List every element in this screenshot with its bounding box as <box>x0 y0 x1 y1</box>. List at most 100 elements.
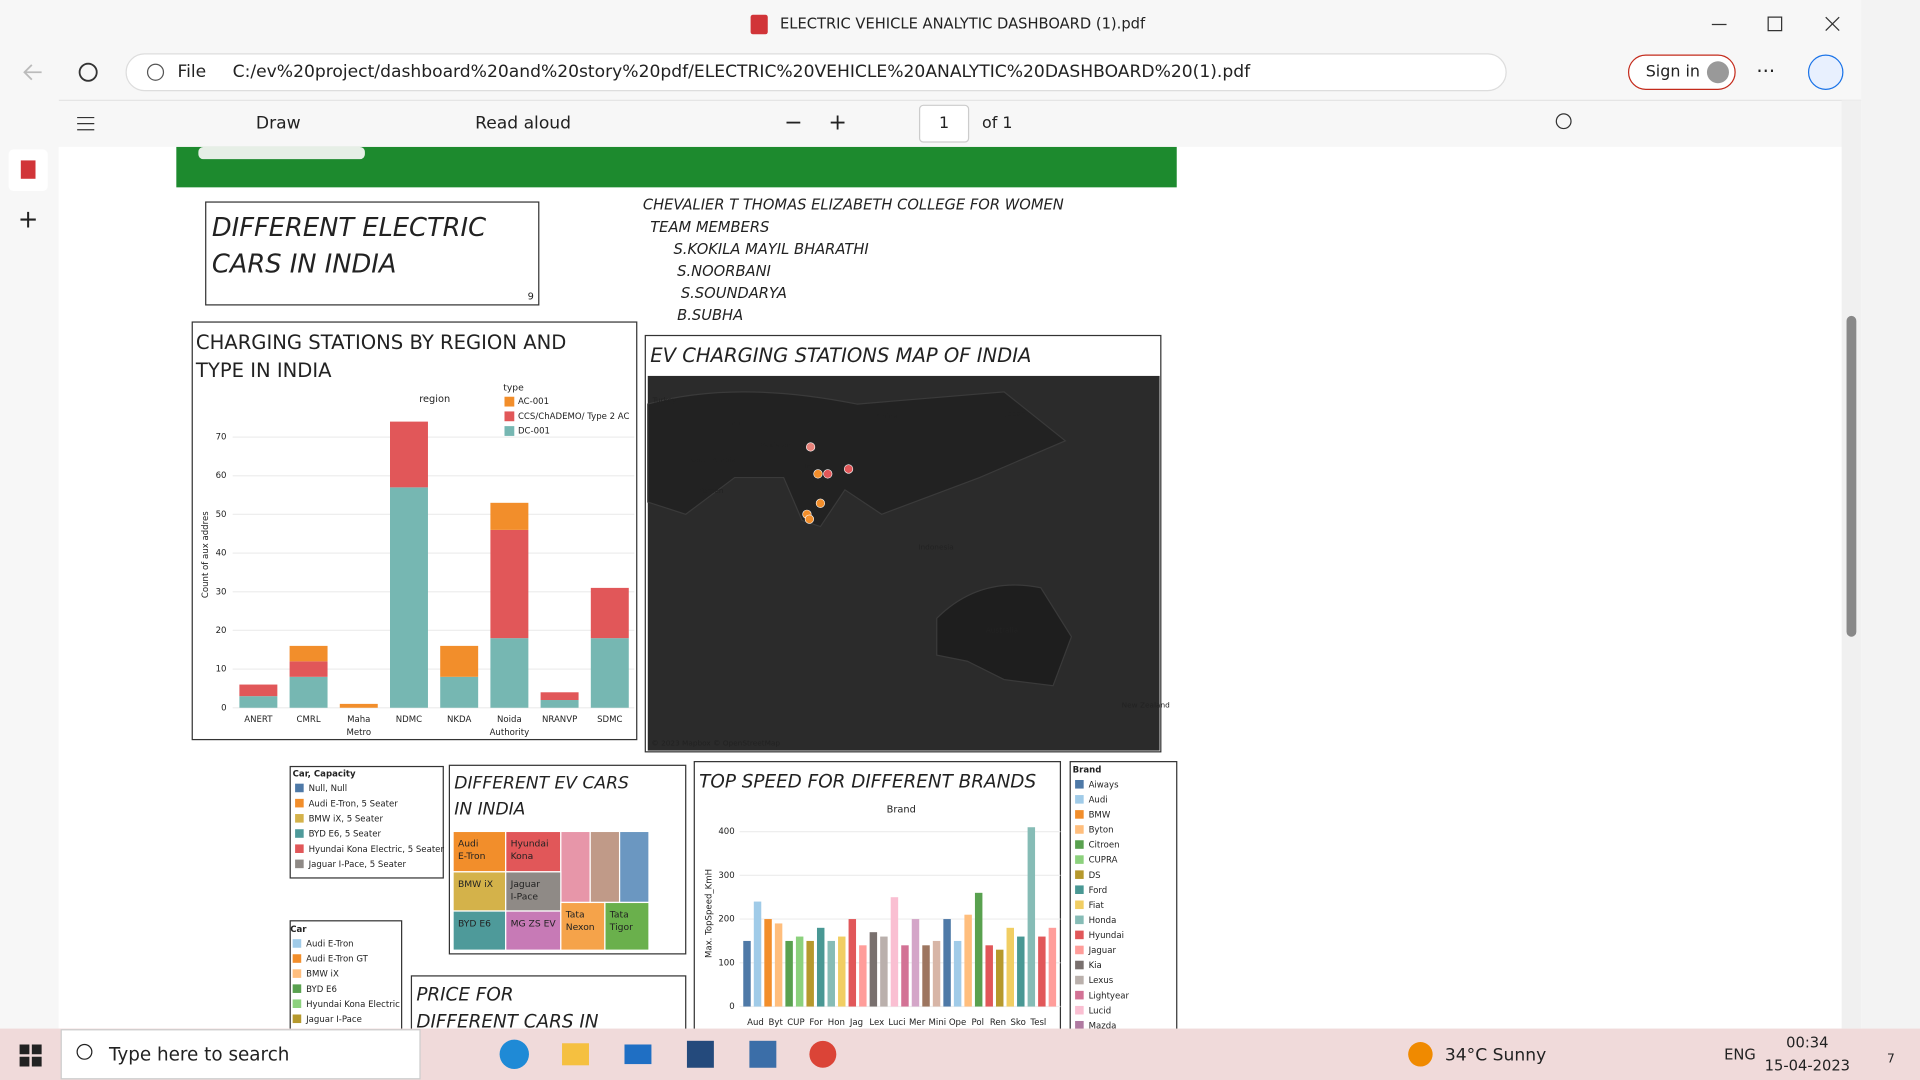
bar-segment <box>590 638 629 708</box>
legend-swatch <box>1075 990 1084 1000</box>
legend-label: Null, Null <box>309 784 348 794</box>
bar <box>985 945 993 1007</box>
college-line: B.SUBHA <box>677 307 743 324</box>
treemap-cell <box>618 830 650 904</box>
app-icon[interactable] <box>749 1040 777 1068</box>
clock-time: 00:34 <box>1786 1034 1828 1051</box>
page-input[interactable] <box>918 104 970 143</box>
legend-swatch <box>292 939 302 948</box>
map-label: Australia <box>986 626 1018 635</box>
legend-swatch <box>1075 870 1084 879</box>
bar <box>932 940 941 1007</box>
bar-segment <box>490 529 529 639</box>
legend-label: DC-001 <box>518 427 550 437</box>
map-title: EV CHARGING STATIONS MAP OF INDIA <box>650 344 1031 367</box>
legend-swatch <box>292 999 302 1008</box>
right-pane <box>1861 0 1920 1029</box>
chrome-icon[interactable] <box>809 1040 837 1068</box>
window-title: ELECTRIC VEHICLE ANALYTIC DASHBOARD (1).… <box>780 15 1146 32</box>
bar <box>848 919 857 1007</box>
search-box[interactable] <box>60 1029 421 1080</box>
map-credit: © 2023 Mapbox © OpenStreetMap <box>651 738 780 747</box>
url: C:/ev%20project/dashboard%20and%20story%… <box>233 62 1251 82</box>
back-button[interactable] <box>23 64 42 81</box>
map-label: Pakistan <box>760 441 791 450</box>
station-dot <box>804 514 814 524</box>
station-dot <box>843 464 854 474</box>
legend-swatch <box>295 844 304 853</box>
speed-x-header: Brand <box>887 804 916 815</box>
bar <box>774 923 783 1007</box>
weather-icon <box>1408 1042 1433 1067</box>
read-aloud-label[interactable]: Read aloud <box>475 114 571 134</box>
draw-label[interactable]: Draw <box>256 114 301 134</box>
legend-label: BMW iX <box>306 970 339 980</box>
address-bar[interactable] <box>125 53 1507 92</box>
legend-swatch <box>1075 975 1084 985</box>
speed-title: TOP SPEED FOR DIFFERENT BRANDS <box>699 771 1036 792</box>
zoom-in[interactable]: + <box>828 111 846 136</box>
legend-swatch <box>1075 855 1084 864</box>
edge-icon[interactable] <box>499 1039 529 1069</box>
x-tick-label: CUP <box>787 1018 804 1028</box>
x-tick-label: Jag <box>849 1018 863 1028</box>
price-panel <box>410 975 687 1038</box>
bar <box>880 936 888 1007</box>
bar <box>1017 936 1025 1007</box>
bar <box>806 940 814 1007</box>
bing-button[interactable] <box>1807 54 1844 90</box>
menu-dots[interactable]: ··· <box>1756 60 1775 83</box>
mail-icon[interactable] <box>624 1044 652 1065</box>
bar <box>827 940 835 1007</box>
bar-segment <box>289 676 328 708</box>
college-line: S.KOKILA MAYIL BHARATHI <box>673 241 868 258</box>
college-line: S.NOORBANI <box>677 263 771 280</box>
legend-swatch <box>1075 930 1084 940</box>
legend-swatch <box>1075 945 1084 955</box>
bar <box>890 897 899 1007</box>
legend-label: Honda <box>1089 916 1117 926</box>
window-controls[interactable] <box>1711 16 1840 32</box>
bar <box>859 945 867 1007</box>
bar-segment <box>239 696 278 708</box>
start-button[interactable] <box>19 1044 42 1067</box>
treemap-label: BYD E6 <box>458 918 491 929</box>
map-label: Saudi Arabia <box>689 455 735 464</box>
explorer-icon[interactable] <box>562 1043 589 1066</box>
legend-label: BYD E6, 5 Seater <box>309 830 382 840</box>
y-tick-label: 200 <box>718 915 734 925</box>
legend-swatch <box>1075 795 1084 804</box>
legend-label: BMW iX, 5 Seater <box>309 814 384 824</box>
new-tab[interactable]: + <box>18 204 39 233</box>
weather: 34°C Sunny <box>1445 1046 1546 1066</box>
legend-title: Brand <box>1073 766 1102 776</box>
bar <box>1006 927 1014 1007</box>
bar <box>943 919 951 1007</box>
bar-segment <box>289 661 328 677</box>
notification-count[interactable]: 7 <box>1887 1052 1895 1066</box>
sign-in-button[interactable] <box>1627 54 1736 90</box>
legend-swatch <box>1075 810 1084 819</box>
y-tick-label: 50 <box>216 510 227 520</box>
map-label: India <box>804 462 822 471</box>
refresh-button[interactable] <box>78 62 98 82</box>
search-button[interactable] <box>1555 113 1572 130</box>
car-legend-panel <box>289 920 403 1032</box>
x-tick-label: Ope <box>949 1018 966 1028</box>
contents-button[interactable] <box>77 116 95 131</box>
scroll-thumb[interactable] <box>1846 315 1857 637</box>
legend-label: Hyundai <box>1089 931 1124 941</box>
y-tick-label: 60 <box>216 471 227 481</box>
bar-segment <box>490 638 529 708</box>
bar-segment <box>390 487 428 708</box>
sidebar <box>0 100 59 1029</box>
legend-swatch <box>295 798 304 808</box>
y-tick-label: 100 <box>718 958 734 968</box>
treemap-cell <box>505 830 562 873</box>
zoom-out[interactable]: − <box>784 111 802 136</box>
stations-title: CHARGING STATIONS BY REGION AND TYPE IN I… <box>195 330 566 381</box>
app-icon[interactable] <box>686 1040 714 1068</box>
treemap-cell <box>505 871 562 912</box>
bar <box>974 892 983 1007</box>
x-tick-label: Sko <box>1010 1018 1025 1028</box>
